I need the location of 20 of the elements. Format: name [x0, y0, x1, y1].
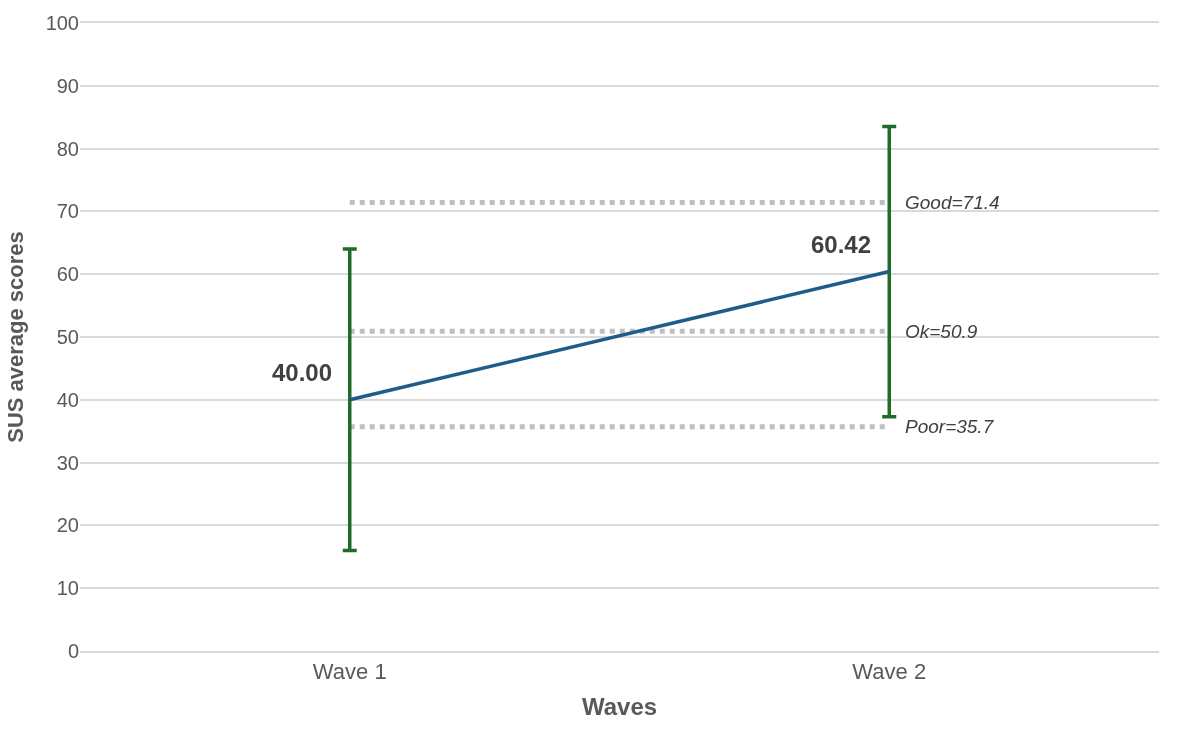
y-tick-label: 40: [56, 388, 79, 411]
y-tick-label: 70: [56, 200, 79, 223]
y-tick-label: 100: [45, 12, 79, 34]
y-tick-label: 20: [56, 514, 79, 537]
y-tick-label: 60: [56, 263, 79, 286]
x-tick-label: Wave 1: [312, 659, 387, 685]
y-tick-label: 0: [67, 640, 79, 662]
y-tick-label: 90: [56, 74, 79, 97]
y-tick-label: 30: [56, 451, 79, 474]
ref-line-label: Ok=50.9: [905, 321, 978, 342]
data-label: 60.42: [811, 231, 872, 258]
y-tick-label: 10: [56, 577, 79, 600]
data-label: 40.00: [272, 359, 333, 386]
y-tick-label: 80: [56, 137, 79, 160]
y-axis-title: SUS average scores: [3, 231, 29, 443]
x-tick-label: Wave 2: [852, 659, 927, 685]
y-tick-label: 50: [56, 326, 79, 348]
ref-line-label: Good=71.4: [905, 192, 1000, 213]
ref-line-label: Poor=35.7: [905, 416, 995, 437]
x-axis-title: Waves: [581, 692, 658, 720]
